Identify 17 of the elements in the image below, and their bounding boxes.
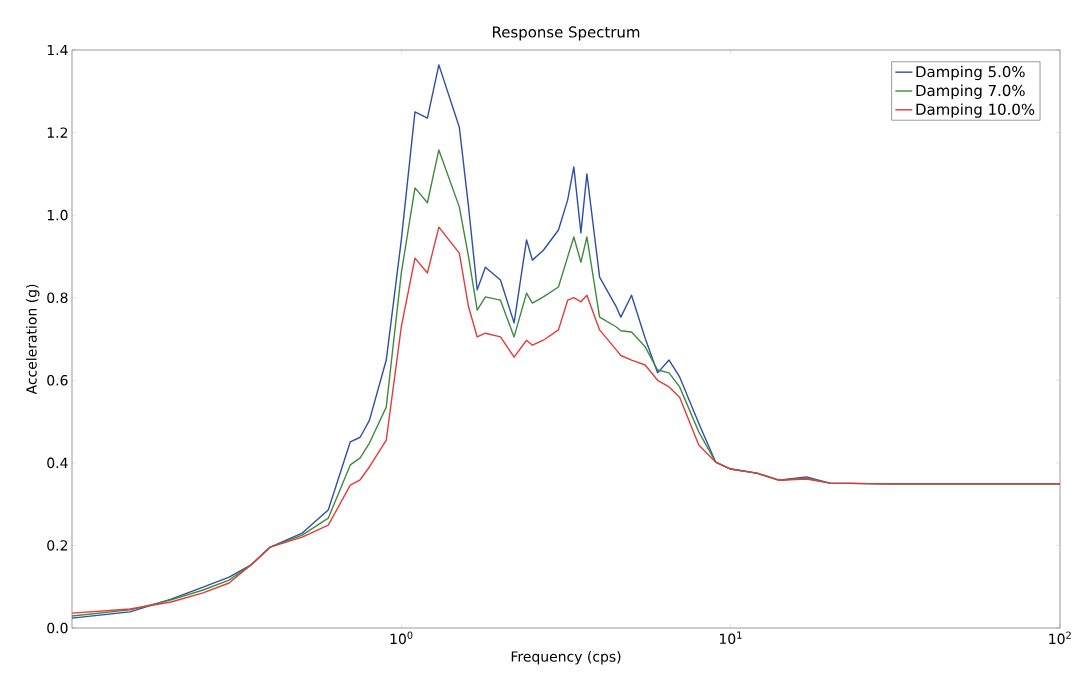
chart-title: Response Spectrum	[493, 26, 640, 41]
y-tick-label: 0.0	[47, 622, 68, 634]
legend-label: Damping 5.0%	[916, 65, 1025, 81]
x-tick-label: 10$^{2}$	[1049, 631, 1071, 645]
y-axis-title: Acceleration (g)	[25, 284, 40, 395]
x-tick-label: 10$^{1}$	[719, 631, 742, 645]
legend-label: Damping 10.0%	[916, 103, 1035, 118]
x-axis-title: Frequency (cps)	[511, 651, 621, 665]
y-tick-label: 1.0	[47, 209, 68, 221]
y-tick-label: 1.4	[47, 44, 68, 56]
y-tick-label: 0.6	[47, 375, 68, 386]
y-tick-label: 0.8	[47, 292, 68, 303]
y-tick-label: 0.2	[47, 540, 68, 551]
legend-label: Damping 7.0%	[916, 84, 1025, 100]
y-tick-label: 1.2	[47, 127, 68, 138]
x-tick-label: 10$^{0}$	[390, 631, 413, 645]
y-tick-label: 0.4	[47, 457, 68, 469]
